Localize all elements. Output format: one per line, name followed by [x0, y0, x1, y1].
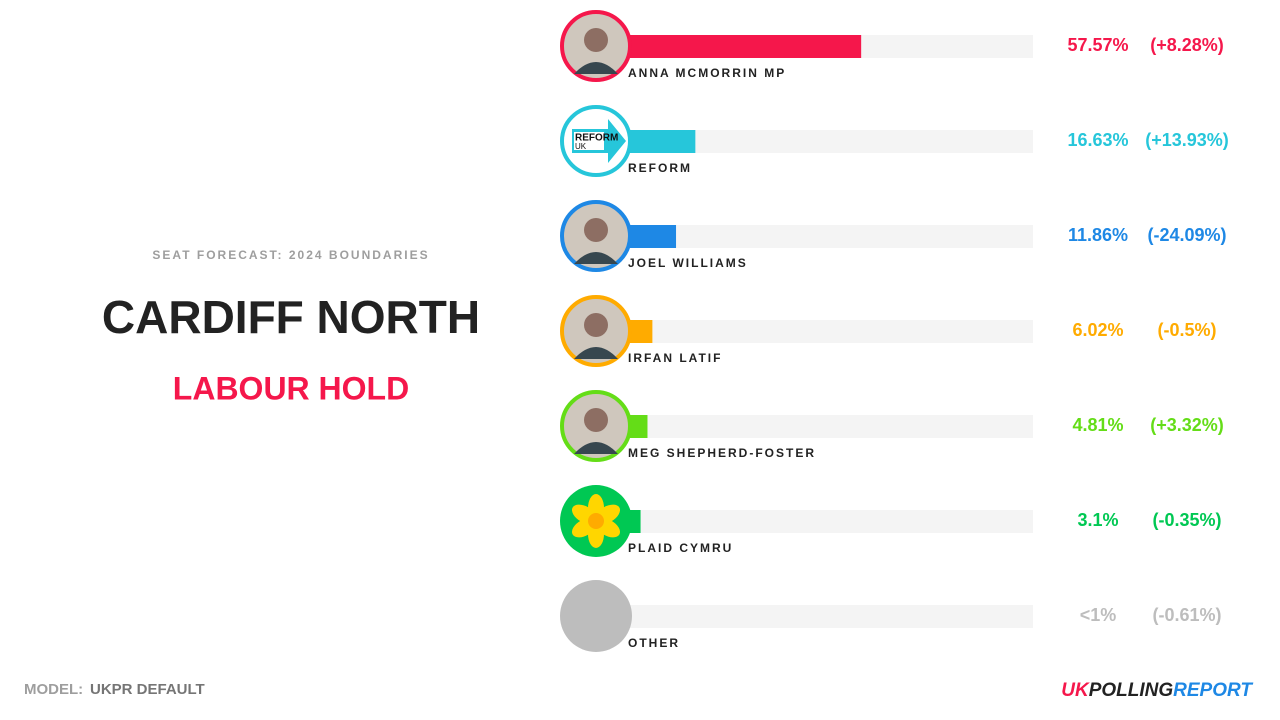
change-label: (-0.5%) [1157, 320, 1216, 340]
brand: UKPOLLINGREPORT [1061, 680, 1253, 701]
result: LABOUR HOLD [173, 370, 409, 406]
bar [628, 130, 696, 153]
candidate-name: OTHER [628, 636, 680, 650]
brand-part: POLLING [1089, 680, 1174, 701]
change-label: (-0.61%) [1152, 605, 1221, 625]
value-label: <1% [1080, 605, 1117, 625]
bar-track [628, 130, 1033, 153]
brand-part: UK [1061, 680, 1090, 701]
value-label: 16.63% [1067, 130, 1128, 150]
avatar [560, 580, 632, 652]
value-label: 11.86% [1068, 225, 1128, 245]
model-label: MODEL: [24, 681, 83, 698]
candidate-name: PLAID CYMRU [628, 541, 733, 555]
logo-box [574, 132, 604, 150]
bar-track [628, 225, 1033, 248]
avatar-body [574, 347, 618, 359]
avatar-head [584, 408, 608, 432]
flower-center [588, 513, 604, 529]
avatar-body [574, 62, 618, 74]
bar-track [628, 605, 1033, 628]
candidate-name: IRFAN LATIF [628, 351, 722, 365]
value-label: 6.02% [1072, 320, 1123, 340]
chart-title: CARDIFF NORTH [102, 291, 480, 343]
bar [628, 35, 862, 58]
value-label: 57.57% [1067, 35, 1128, 55]
candidate-name: REFORM [628, 161, 692, 175]
avatar-body [574, 442, 618, 454]
avatar-head [584, 28, 608, 52]
logo-text: REFORM [575, 133, 618, 144]
bar [628, 415, 648, 438]
change-label: (-24.09%) [1147, 225, 1226, 245]
bar [628, 225, 677, 248]
model-value: UKPR DEFAULT [90, 681, 205, 698]
change-label: (+13.93%) [1145, 130, 1229, 150]
avatar-head [584, 218, 608, 242]
brand-part: REPORT [1173, 680, 1253, 701]
bar-track [628, 510, 1033, 533]
change-label: (+3.32%) [1150, 415, 1224, 435]
avatar-body [574, 252, 618, 264]
value-label: 4.81% [1072, 415, 1123, 435]
subtitle: SEAT FORECAST: 2024 BOUNDARIES [152, 248, 429, 262]
logo-text: UK [575, 142, 587, 151]
candidate-name: ANNA MCMORRIN MP [628, 66, 786, 80]
avatar-head [584, 313, 608, 337]
bar-track [628, 415, 1033, 438]
bar [628, 320, 653, 343]
bar-track [628, 320, 1033, 343]
change-label: (-0.35%) [1152, 510, 1221, 530]
candidate-name: MEG SHEPHERD-FOSTER [628, 446, 816, 460]
candidate-name: JOEL WILLIAMS [628, 256, 748, 270]
change-label: (+8.28%) [1150, 35, 1224, 55]
value-label: 3.1% [1077, 510, 1118, 530]
